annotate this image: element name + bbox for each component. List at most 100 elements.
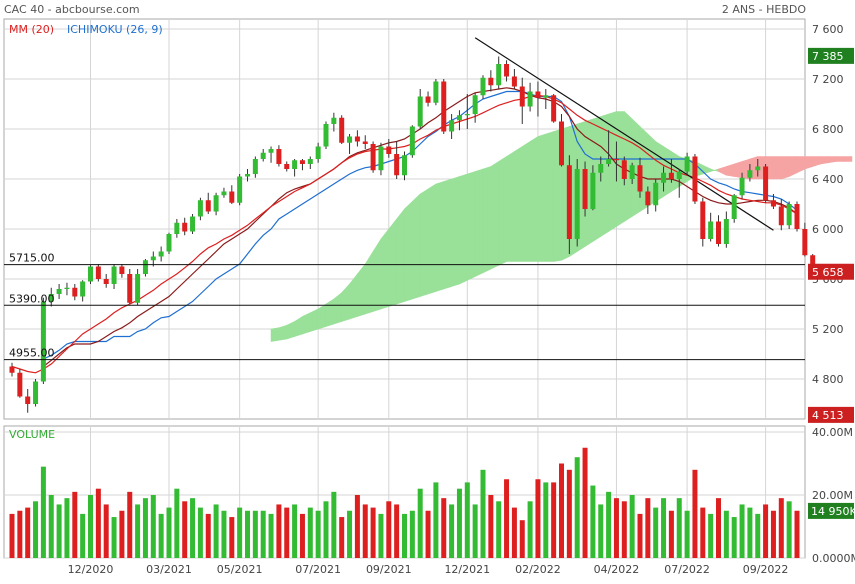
candle-13: [111, 264, 117, 289]
candle-body-71: [566, 165, 572, 239]
volume-bar-97: [770, 510, 776, 558]
candle-66: [527, 82, 533, 112]
cloud-segment-22: [443, 178, 452, 290]
volume-axis: 0.0000M 20.00M 40.00M 14 950K: [808, 426, 855, 565]
candle-body-21: [174, 222, 180, 234]
volume-bar-77: [613, 498, 619, 558]
volume-bar-70: [559, 463, 564, 558]
cloud-segment-33: [529, 135, 539, 262]
cloud-segment-7: [325, 298, 335, 327]
volume-bar-33: [268, 513, 274, 558]
candle-body-35: [284, 164, 290, 169]
candle-body-30: [245, 174, 250, 177]
volume-bar-59: [472, 504, 478, 558]
volume-bar-74: [590, 485, 596, 558]
candle-3: [33, 379, 39, 407]
cloud-segment-14: [380, 228, 390, 310]
period-low-badge-label: 4 513: [812, 409, 844, 422]
candle-36: [292, 159, 298, 177]
cloud-segment-68: [804, 156, 814, 170]
x-tick-label-2: 05/2021: [217, 563, 263, 576]
x-tick-label-4: 09/2021: [366, 563, 412, 576]
candle-9: [80, 280, 86, 302]
price-tick-label-3: 6 000: [812, 223, 844, 236]
cloud-segment-19: [419, 188, 429, 297]
candle-body-75: [598, 164, 604, 173]
volume-bar-6: [56, 504, 62, 558]
candle-88: [700, 197, 706, 247]
candle-body-0: [9, 366, 15, 373]
volume-bar-37: [299, 513, 305, 558]
last-price-badge-label: 5 658: [812, 266, 844, 279]
volume-bar-50: [402, 513, 407, 558]
candle-body-19: [158, 251, 164, 257]
candle-body-18: [150, 256, 156, 261]
cloud-segment-59: [733, 161, 743, 179]
candle-body-66: [527, 91, 533, 107]
cloud-segment-17: [404, 200, 413, 302]
candle-11: [95, 264, 101, 282]
candle-body-77: [613, 159, 619, 161]
volume-bar-71: [566, 469, 572, 558]
candle-93: [739, 172, 745, 199]
candle-body-38: [307, 159, 313, 164]
candle-body-94: [747, 170, 753, 178]
candle-body-89: [708, 221, 714, 239]
candle-body-65: [519, 86, 525, 107]
legend-ichimoku: ICHIMOKU (26, 9): [67, 23, 163, 36]
volume-bar-24: [197, 507, 203, 558]
volume-bar-23: [190, 498, 196, 558]
volume-bar-66: [527, 501, 533, 558]
candle-28: [229, 185, 235, 204]
period-low-badge: [808, 406, 854, 423]
candle-body-1: [17, 372, 23, 397]
candle-77: [613, 141, 619, 182]
ma20-line: [11, 94, 798, 374]
cloud-segment-31: [514, 145, 523, 262]
candle-body-52: [417, 96, 423, 127]
candle-24: [197, 197, 203, 221]
price-candles: [9, 56, 816, 413]
candle-body-11: [95, 266, 101, 279]
candle-body-68: [543, 95, 549, 98]
candle-87: [692, 154, 698, 204]
candle-72: [574, 159, 580, 247]
volume-bar-83: [661, 498, 667, 558]
volume-bar-94: [747, 507, 753, 558]
candle-body-48: [386, 146, 392, 154]
volume-bar-48: [386, 501, 392, 558]
candle-0: [9, 362, 15, 377]
level-label-2: 4955.00: [9, 347, 55, 360]
candle-body-2: [25, 396, 31, 404]
candle-body-72: [574, 169, 580, 239]
candle-body-55: [441, 81, 447, 132]
candle-83: [661, 166, 667, 192]
candle-57: [456, 110, 462, 131]
candle-81: [645, 186, 651, 214]
volume-bar-31: [252, 510, 258, 558]
candle-body-17: [142, 260, 148, 274]
cloud-segment-65: [780, 156, 790, 180]
candle-33: [268, 146, 274, 163]
cloud-segment-0: [270, 327, 280, 342]
cloud-segment-21: [435, 181, 445, 292]
candle-82: [653, 179, 659, 212]
candle-body-60: [480, 77, 486, 96]
volume-bar-4: [40, 466, 46, 558]
candle-body-57: [456, 115, 462, 121]
candle-68: [543, 89, 549, 109]
candle-5: [48, 287, 54, 307]
candle-body-53: [425, 96, 431, 103]
volume-bar-18: [150, 495, 156, 558]
candle-90: [716, 215, 721, 247]
candle-body-37: [299, 160, 305, 164]
period-high-badge: [808, 47, 854, 64]
price-tick-label-5: 6 800: [812, 123, 844, 136]
candle-body-24: [197, 200, 203, 217]
candle-94: [747, 164, 753, 182]
x-tick-label-8: 07/2022: [664, 563, 710, 576]
volume-bar-62: [496, 501, 502, 558]
volume-bar-30: [245, 510, 250, 558]
volume-bar-10: [88, 495, 93, 558]
volume-bar-38: [307, 507, 313, 558]
